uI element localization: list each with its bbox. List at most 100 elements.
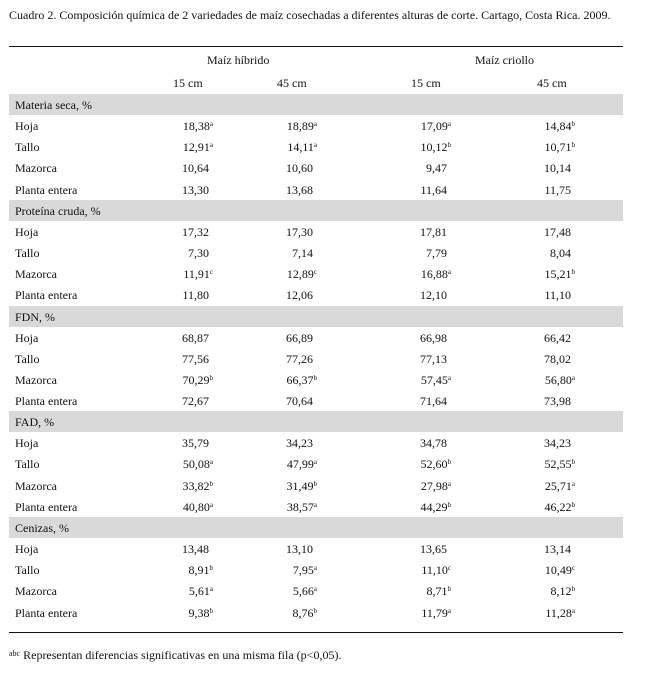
significance-letter: b	[447, 458, 452, 467]
table-cell: 38,57a	[287, 500, 317, 515]
cell-value: 12,91	[182, 140, 210, 155]
table-cell: 9,38b	[189, 606, 214, 621]
row-label: Hoja	[15, 119, 39, 133]
row-label: Hoja	[15, 542, 39, 556]
table-cell: 13,14	[544, 542, 575, 557]
cell-value: 52,55	[544, 457, 572, 472]
cell-value: 46,22	[544, 499, 572, 514]
significance-letter: a	[571, 606, 575, 615]
table-row: Tallo 12,91a 14,11a 10,12b 10,71b	[9, 136, 623, 157]
row-label: Planta entera	[15, 394, 78, 409]
table-cell: 12,89c	[287, 267, 317, 282]
composition-table: Maíz híbrido Maíz criollo 15 cm 45 cm 15…	[9, 48, 623, 623]
table-row: Mazorca 33,82b 31,49b 27,98a 25,71a	[9, 475, 623, 496]
table-cell: 56,80a	[545, 373, 575, 388]
cell-value: 18,89	[286, 119, 314, 133]
cell-value: 11,10	[421, 563, 448, 578]
significance-letter: b	[313, 606, 318, 615]
table-row: Tallo 7,30 7,14 7,79 8,04	[9, 242, 623, 263]
significance-letter: a	[209, 585, 213, 594]
significance-letter: a	[313, 564, 317, 573]
cell-value: 70,64	[286, 394, 313, 409]
cell-value: 70,29	[182, 372, 210, 387]
cell-value: 34,23	[544, 436, 571, 451]
significance-letter: a	[209, 458, 213, 467]
cell-value: 8,12	[550, 584, 572, 599]
significance-letter: c	[209, 268, 213, 277]
table-cell: 34,23	[286, 436, 317, 451]
table-row: Tallo 8,91b 7,95a 11,10c 10,49c	[9, 559, 623, 580]
cell-value: 12,89	[286, 267, 314, 282]
table-cell: 5,61a	[189, 584, 213, 599]
table-cell: 34,78	[420, 436, 451, 451]
significance-letter: b	[313, 479, 318, 488]
header-row-groups: Maíz híbrido Maíz criollo	[9, 48, 623, 71]
cell-value: 8,91	[188, 563, 210, 578]
table-cell: 9,47	[426, 161, 451, 176]
table-cell: 35,79	[182, 436, 213, 451]
table-cell: 17,48	[544, 225, 575, 240]
section-title: Proteína cruda, %	[15, 203, 101, 218]
cell-value: 9,47	[426, 161, 447, 176]
table-cell: 5,66a	[293, 584, 317, 599]
significance-letter: a	[447, 479, 451, 488]
table-row: Hoja 18,38a 18,89a 17,09a 14,84b	[9, 115, 623, 136]
table-cell: 50,08a	[183, 457, 213, 472]
table-cell: 33,82b	[183, 479, 214, 494]
cell-value: 11,91	[183, 267, 210, 282]
cell-value: 14,84	[544, 119, 572, 133]
cell-value: 12,06	[286, 288, 313, 303]
row-label: Hoja	[15, 330, 39, 345]
cell-value: 16,88	[420, 267, 448, 282]
table-cell: 8,76b	[293, 606, 318, 621]
table-cell: 66,42	[544, 331, 575, 346]
cell-value: 40,80	[182, 499, 210, 514]
cell-value: 7,14	[292, 245, 313, 260]
table-row: Mazorca 5,61a 5,66a 8,71b 8,12b	[9, 580, 623, 601]
row-label: Mazorca	[15, 267, 57, 282]
table-cell: 73,98	[544, 394, 575, 409]
significance-letter: a	[313, 141, 317, 150]
cell-value: 9,38	[188, 605, 210, 620]
table-row: Planta entera 13,30 13,68 11,64 11,75	[9, 179, 623, 200]
cell-value: 10,49	[544, 563, 572, 578]
cell-value: 73,98	[544, 394, 571, 409]
table-cell: 40,80a	[183, 500, 213, 515]
cell-value: 8,04	[550, 245, 571, 260]
cell-value: 13,65	[420, 542, 447, 556]
cell-value: 66,98	[420, 330, 447, 345]
table-cell: 77,26	[286, 352, 317, 367]
table-cell: 18,38a	[183, 119, 213, 134]
table-cell: 13,10	[286, 542, 317, 557]
section-header: FAD, %	[9, 411, 623, 433]
section-header: Proteína cruda, %	[9, 199, 623, 221]
table-footnote: abc Representan diferencias significativ…	[9, 648, 341, 663]
header-hibrido-45cm: 45 cm	[277, 76, 307, 90]
cell-value: 17,32	[182, 224, 209, 239]
table-cell: 11,80	[182, 288, 213, 303]
significance-letter: b	[209, 479, 214, 488]
row-label: Hoja	[15, 436, 39, 451]
header-maiz-criollo: Maíz criollo	[475, 53, 534, 67]
header-criollo-15cm: 15 cm	[411, 76, 441, 90]
cell-value: 34,78	[420, 436, 447, 451]
cell-value: 10,64	[182, 161, 209, 176]
significance-letter: a	[209, 141, 213, 150]
row-label: Mazorca	[15, 161, 57, 176]
table-cell: 16,88a	[421, 267, 451, 282]
table-cell: 52,60b	[421, 457, 452, 472]
cell-value: 11,28	[545, 605, 572, 620]
table-body: Materia seca, % Hoja 18,38a 18,89a 17,09a 14,…	[9, 94, 623, 623]
table-cell: 7,14	[292, 246, 317, 261]
table-cell: 72,67	[182, 394, 213, 409]
row-label: Tallo	[15, 563, 40, 578]
row-label: Tallo	[15, 140, 40, 155]
section-title: Cenizas, %	[15, 521, 69, 535]
section-title: FAD, %	[15, 415, 55, 430]
table-cell: 7,79	[426, 246, 451, 261]
cell-value: 7,95	[292, 563, 314, 578]
section-title: FDN, %	[15, 309, 56, 324]
table-row: Mazorca 11,91c 12,89c 16,88a 15,21b	[9, 263, 623, 284]
cell-value: 56,80	[544, 372, 572, 387]
cell-value: 13,68	[286, 182, 313, 197]
